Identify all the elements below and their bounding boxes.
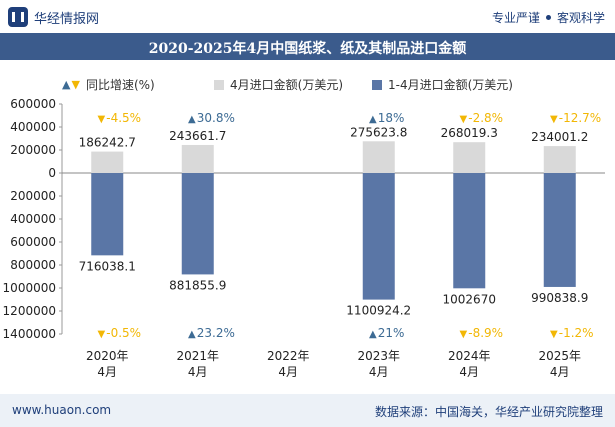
triangle-up-icon: ▲ — [369, 114, 377, 125]
april-value-label: 268019.3 — [441, 126, 498, 140]
triangle-down-icon: ▼ — [550, 329, 558, 340]
brand-logo-icon — [8, 7, 28, 27]
slogan-left: 专业严谨 — [491, 11, 540, 25]
jan-apr-growth-label: -0.5% — [106, 326, 141, 340]
april-value-label: 186242.7 — [79, 136, 136, 150]
legend-growth-icon: ▲ ▼ — [62, 78, 80, 91]
x-tick-label: 2024年 — [448, 349, 491, 363]
april-value-label: 275623.8 — [350, 125, 407, 139]
title-bar: 2020-2025年4月中国纸浆、纸及其制品进口金额 — [0, 33, 615, 60]
legend-jan-apr: 1-4月进口金额(万美元) — [372, 76, 513, 93]
jan-apr-growth-label: 21% — [378, 326, 405, 340]
triangle-up-icon: ▲ — [369, 329, 377, 340]
legend-growth: ▲ ▼ 同比增速(%) — [62, 76, 155, 93]
footer: www.huaon.com 数据来源：中国海关，华经产业研究院整理 — [0, 394, 615, 427]
jan-apr-growth-label: -8.9% — [468, 326, 503, 340]
x-tick-label: 2025年 — [538, 349, 581, 363]
bar-jan-apr — [362, 173, 395, 300]
bar-jan-apr — [91, 173, 124, 256]
slogan-right: 客观科学 — [556, 11, 605, 25]
chart-title: 2020-2025年4月中国纸浆、纸及其制品进口金额 — [148, 41, 467, 57]
jan-apr-value-label: 881855.9 — [169, 278, 226, 292]
bar-april — [453, 142, 486, 173]
bar-jan-apr — [543, 173, 576, 287]
y-tick-label: 400000 — [10, 212, 56, 226]
x-tick-label: 4月 — [459, 365, 479, 379]
chart-area: 600000 400000 200000 0 200000 400000 600000 800… — [3, 97, 605, 379]
legend-april-label: 4月进口金额(万美元) — [230, 78, 343, 92]
x-tick-label: 2023年 — [357, 349, 400, 363]
top-bar: 华经情报网 专业严谨 客观科学 — [0, 0, 615, 33]
legend-april-swatch — [214, 79, 224, 90]
jan-apr-value-label: 990838.9 — [531, 291, 588, 305]
x-tick-label: 2020年 — [86, 349, 129, 363]
x-tick-label: 4月 — [278, 365, 298, 379]
dot-separator-icon — [545, 15, 551, 20]
bar-april — [91, 151, 124, 173]
slogan: 专业严谨 客观科学 — [492, 9, 605, 26]
y-tick-label: 1400000 — [3, 327, 56, 341]
legend-jan-apr-label: 1-4月进口金额(万美元) — [388, 78, 513, 92]
bar-jan-apr — [181, 173, 214, 275]
triangle-up-icon: ▲ — [188, 114, 196, 125]
x-tick-label: 4月 — [369, 365, 389, 379]
y-tick-label: 200000 — [10, 143, 56, 157]
y-tick-label: 1200000 — [3, 304, 56, 318]
jan-apr-value-label: 716038.1 — [79, 259, 136, 273]
triangle-down-icon: ▼ — [71, 78, 80, 91]
x-tick-label: 2022年 — [267, 349, 310, 363]
legend: ▲ ▼ 同比增速(%) 4月进口金额(万美元) 1-4月进口金额(万美元) — [0, 72, 615, 94]
bar-april — [543, 146, 576, 173]
april-value-label: 243661.7 — [169, 129, 226, 143]
y-tick-label: 200000 — [10, 189, 56, 203]
april-growth-label: -12.7% — [559, 111, 601, 125]
triangle-down-icon: ▼ — [550, 114, 558, 125]
bar-april — [181, 144, 214, 173]
triangle-up-icon: ▲ — [188, 329, 196, 340]
triangle-down-icon: ▼ — [98, 114, 106, 125]
y-tick-label: 600000 — [10, 235, 56, 249]
y-tick-label: 600000 — [10, 97, 56, 111]
april-growth-label: -4.5% — [106, 111, 141, 125]
y-tick-label: 400000 — [10, 120, 56, 134]
april-value-label: 234001.2 — [531, 130, 588, 144]
legend-april: 4月进口金额(万美元) — [214, 76, 343, 93]
x-tick-label: 2021年 — [176, 349, 219, 363]
jan-apr-growth-label: -1.2% — [559, 326, 594, 340]
legend-jan-apr-swatch — [372, 79, 382, 90]
y-tick-label: 0 — [48, 166, 56, 180]
jan-apr-value-label: 1100924.2 — [346, 304, 411, 318]
footer-website[interactable]: www.huaon.com — [12, 403, 112, 417]
footer-source: 数据来源：中国海关，华经产业研究院整理 — [374, 405, 603, 419]
triangle-up-icon: ▲ — [62, 78, 71, 91]
april-growth-label: 30.8% — [197, 111, 235, 125]
legend-growth-label: 同比增速(%) — [85, 78, 155, 92]
x-tick-label: 4月 — [550, 365, 570, 379]
jan-apr-value-label: 1002670 — [443, 292, 496, 306]
triangle-down-icon: ▼ — [460, 114, 468, 125]
y-tick-label: 1000000 — [3, 281, 56, 295]
x-tick-label: 4月 — [188, 365, 208, 379]
y-tick-label: 800000 — [10, 258, 56, 272]
april-growth-label: -2.8% — [468, 111, 503, 125]
triangle-down-icon: ▼ — [98, 329, 106, 340]
april-growth-label: 18% — [378, 111, 405, 125]
triangle-down-icon: ▼ — [460, 329, 468, 340]
bar-jan-apr — [453, 173, 486, 289]
bar-april — [362, 141, 395, 173]
x-tick-label: 4月 — [97, 365, 117, 379]
brand-name: 华经情报网 — [34, 11, 100, 27]
jan-apr-growth-label: 23.2% — [197, 326, 235, 340]
brand[interactable]: 华经情报网 — [8, 7, 99, 27]
